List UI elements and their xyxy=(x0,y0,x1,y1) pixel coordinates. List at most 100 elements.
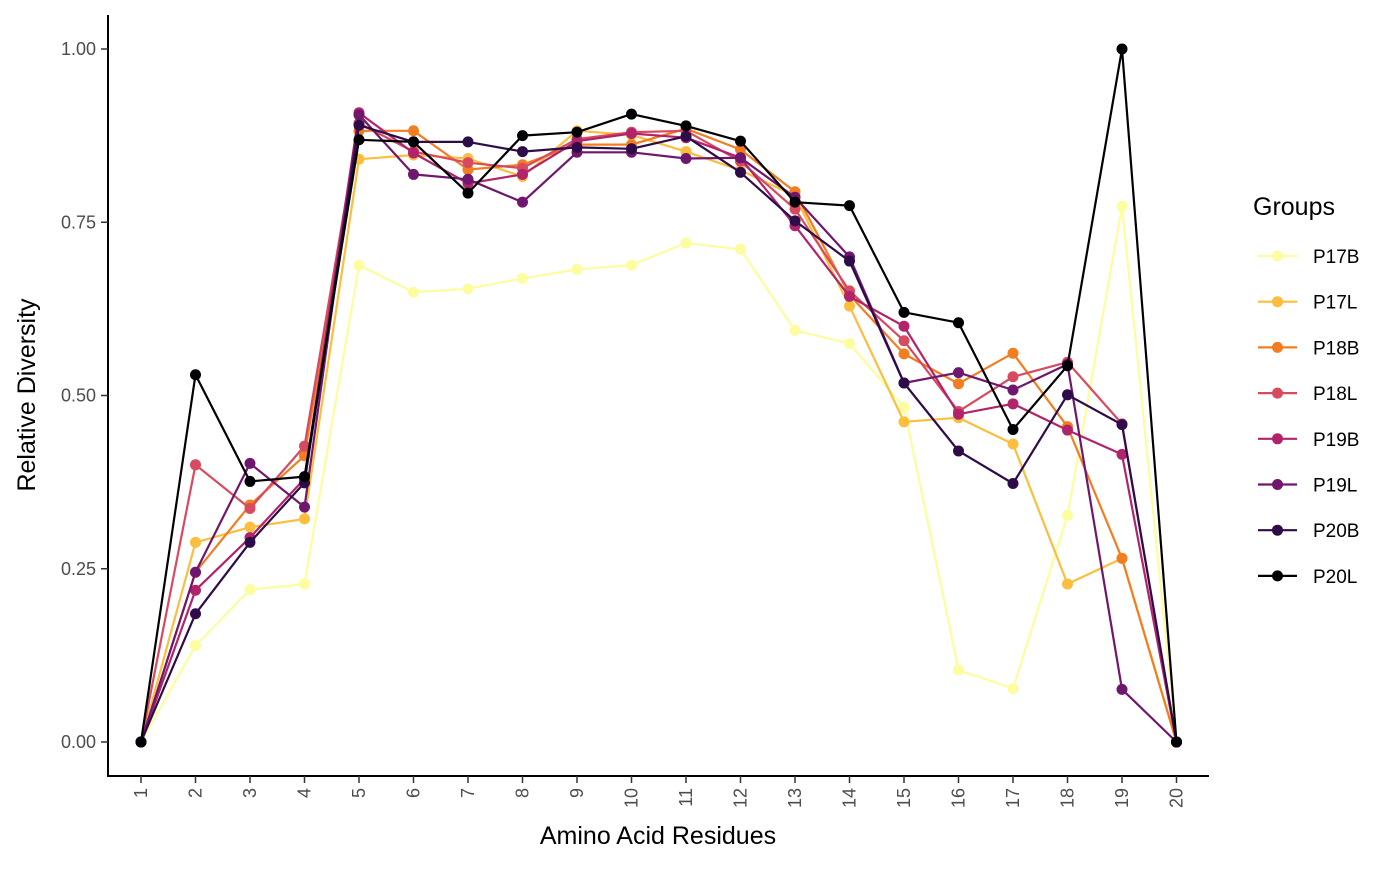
data-point xyxy=(844,255,855,267)
y-axis-label: Relative Diversity xyxy=(13,298,41,492)
data-point xyxy=(953,317,964,329)
data-point xyxy=(626,128,637,140)
data-point xyxy=(1062,389,1073,401)
data-point xyxy=(735,166,746,178)
data-point xyxy=(953,664,964,676)
data-point xyxy=(1171,736,1182,748)
legend-item-p20b: P20B xyxy=(1258,521,1359,542)
data-point xyxy=(1116,200,1128,212)
x-tick-label: 20 xyxy=(1167,788,1187,808)
legend-key-point xyxy=(1272,479,1283,490)
legend-key-point xyxy=(1272,250,1283,262)
data-point xyxy=(408,147,419,159)
x-tick-label: 7 xyxy=(458,788,478,798)
data-point xyxy=(1062,578,1073,590)
series-p20l xyxy=(135,43,1182,748)
data-point xyxy=(190,459,201,471)
x-tick-label: 17 xyxy=(1003,788,1023,808)
data-point xyxy=(789,215,801,227)
data-point xyxy=(626,108,637,120)
data-point xyxy=(1116,552,1128,564)
y-tick-label: 0.00 xyxy=(61,732,96,752)
legend-label: P17B xyxy=(1313,247,1359,268)
data-point xyxy=(571,263,583,275)
data-point xyxy=(462,173,474,185)
legend-key-point xyxy=(1272,296,1283,308)
legend-label: P19L xyxy=(1313,476,1357,497)
data-point xyxy=(680,130,692,142)
data-point xyxy=(898,320,910,332)
data-point xyxy=(353,119,365,131)
series-line xyxy=(139,127,1178,743)
data-point xyxy=(953,367,964,379)
data-point xyxy=(898,416,910,428)
x-tick-label: 2 xyxy=(186,788,206,798)
data-point xyxy=(462,157,474,169)
data-point xyxy=(408,286,419,298)
y-tick-label: 0.50 xyxy=(61,386,96,406)
legend-label: P18L xyxy=(1313,384,1357,405)
data-point xyxy=(1062,360,1073,372)
data-point xyxy=(571,141,583,153)
series-line xyxy=(139,113,1178,743)
data-point xyxy=(844,300,855,312)
data-point xyxy=(244,536,256,548)
x-axis-label: Amino Acid Residues xyxy=(540,822,776,850)
data-point xyxy=(517,168,528,180)
data-point xyxy=(898,335,910,347)
data-point xyxy=(353,134,365,146)
x-tick-label: 4 xyxy=(295,788,315,798)
x-tick-label: 18 xyxy=(1058,788,1078,808)
data-point xyxy=(517,272,528,284)
series-line xyxy=(139,47,1178,743)
data-point xyxy=(898,306,910,318)
x-tick-label: 16 xyxy=(949,788,969,808)
data-point xyxy=(735,152,746,164)
legend-item-p17l: P17L xyxy=(1258,293,1357,314)
x-tick-label: 12 xyxy=(731,788,751,808)
x-tick-label: 9 xyxy=(567,788,587,798)
x-tick-label: 14 xyxy=(840,788,860,808)
data-point xyxy=(462,187,474,199)
legend-item-p19l: P19L xyxy=(1258,476,1357,497)
data-point xyxy=(680,237,692,249)
legend-label: P20L xyxy=(1313,567,1357,588)
data-point xyxy=(844,200,855,212)
x-tick-label: 15 xyxy=(894,788,914,808)
data-point xyxy=(299,501,310,513)
data-point xyxy=(190,536,201,548)
data-point xyxy=(626,259,637,271)
data-point xyxy=(789,324,801,336)
data-point xyxy=(135,736,147,748)
data-point xyxy=(244,502,256,514)
legend-key-point xyxy=(1272,433,1283,445)
data-point xyxy=(244,457,256,469)
legend-key-point xyxy=(1272,387,1283,399)
series-line xyxy=(139,124,1178,743)
y-tick-label: 0.75 xyxy=(61,212,96,232)
data-point xyxy=(1007,423,1019,435)
data-point xyxy=(190,640,201,652)
data-point xyxy=(789,196,801,208)
y-ticks: 0.00 0.25 0.50 0.75 1.00 xyxy=(61,39,108,752)
data-point xyxy=(1116,683,1128,695)
series-line xyxy=(139,122,1178,743)
data-point xyxy=(953,408,964,420)
x-tick-label: 8 xyxy=(513,788,533,798)
data-point xyxy=(844,338,855,350)
data-point xyxy=(299,440,310,452)
data-point xyxy=(353,259,365,271)
data-point xyxy=(680,152,692,164)
legend-item-p18b: P18B xyxy=(1258,338,1359,359)
data-point xyxy=(626,143,637,155)
data-point xyxy=(299,513,310,525)
data-point xyxy=(1007,683,1019,695)
x-tick-label: 13 xyxy=(785,788,805,808)
data-point xyxy=(735,243,746,255)
legend-label: P18B xyxy=(1313,338,1359,359)
data-point xyxy=(190,584,201,596)
data-point xyxy=(1007,398,1019,410)
data-point xyxy=(517,146,528,158)
